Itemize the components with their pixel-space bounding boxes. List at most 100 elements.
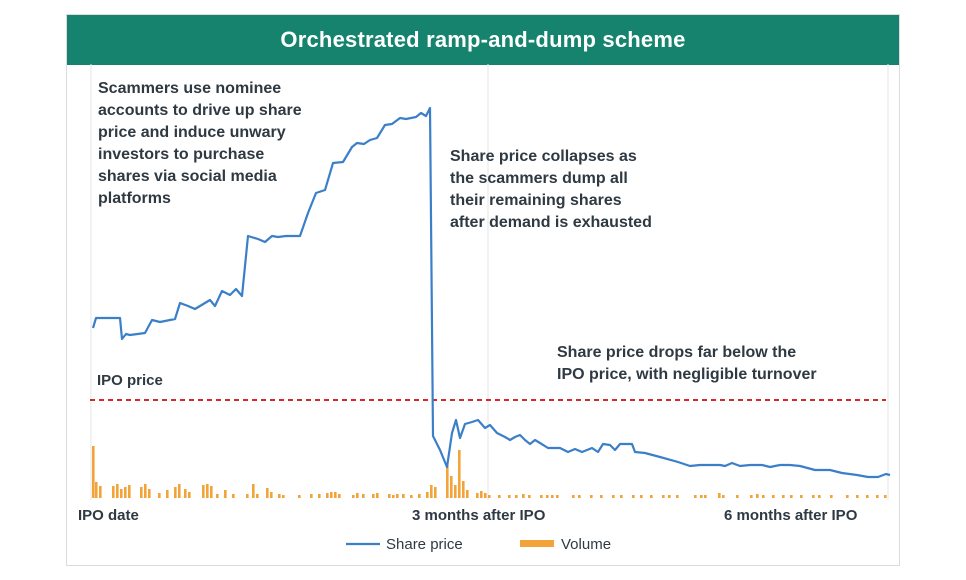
volume-bar <box>818 495 821 498</box>
volume-bar <box>124 487 127 498</box>
x-tick-label: 6 months after IPO <box>724 507 858 524</box>
volume-bar <box>174 487 177 498</box>
volume-bar <box>318 494 321 498</box>
dump-annotation: Share price collapses as the scammers du… <box>450 146 652 234</box>
volume-bar <box>402 494 405 498</box>
volume-bar <box>148 489 151 498</box>
volume-bar <box>856 495 859 498</box>
volume-bar <box>334 492 337 498</box>
annotation-line: Share price drops far below the <box>557 344 797 361</box>
volume-bar <box>650 495 653 498</box>
annotation-line: their remaining shares <box>450 192 622 209</box>
volume-bar <box>256 494 259 498</box>
volume-bar <box>92 446 95 498</box>
volume-bar <box>578 495 581 498</box>
ramp-annotation: Scammers use nominee accounts to drive u… <box>98 78 302 210</box>
volume-bar <box>282 495 285 498</box>
volume-bar <box>556 495 559 498</box>
volume-bar <box>388 494 391 498</box>
volume-bar <box>718 493 721 498</box>
chart-frame: Orchestrated ramp-and-dump scheme <box>66 14 900 566</box>
volume-bar <box>128 485 131 498</box>
volume-bar <box>396 494 399 498</box>
volume-bar <box>372 494 375 498</box>
volume-bar <box>144 484 147 498</box>
annotation-line: Scammers use nominee <box>98 80 282 97</box>
volume-bar <box>376 493 379 498</box>
volume-bar <box>590 495 593 498</box>
volume-bar <box>202 485 205 498</box>
volume-bar <box>476 493 479 498</box>
volume-bar <box>662 495 665 498</box>
volume-bar <box>515 495 518 498</box>
volume-bar <box>178 484 181 498</box>
volume-bar <box>540 495 543 498</box>
volume-bar <box>270 492 273 498</box>
volume-bar <box>484 493 487 498</box>
below-ipo-annotation: Share price drops far below the IPO pric… <box>557 342 817 386</box>
volume-bar <box>434 487 437 498</box>
volume-bar <box>750 495 753 498</box>
volume-bar <box>884 495 887 498</box>
volume-bar <box>722 495 725 498</box>
volume-bar <box>676 495 679 498</box>
volume-bar <box>216 494 219 498</box>
volume-bar <box>184 489 187 498</box>
annotation-line: shares via social media <box>98 168 277 185</box>
volume-bar <box>246 494 249 498</box>
share-price-line <box>91 106 891 479</box>
volume-bar <box>522 494 525 498</box>
volume-bar <box>830 495 833 498</box>
volume-bar <box>410 495 413 498</box>
volume-bar <box>446 464 449 498</box>
volume-bar <box>224 490 227 498</box>
volume-bar <box>278 494 281 498</box>
volume-bar <box>450 476 453 498</box>
volume-bar <box>112 486 115 498</box>
volume-bar <box>140 487 143 498</box>
volume-bar <box>466 490 469 498</box>
volume-bar <box>546 495 549 498</box>
volume-bar <box>812 495 815 498</box>
annotation-line: Share price collapses as <box>450 148 637 165</box>
volume-bar <box>782 495 785 498</box>
annotation-line: platforms <box>98 190 171 207</box>
x-tick-label: 3 months after IPO <box>412 507 546 524</box>
volume-bar <box>762 495 765 498</box>
volume-bar <box>426 492 429 498</box>
annotation-line: investors to purchase <box>98 146 265 163</box>
annotation-line: accounts to drive up share <box>98 102 302 119</box>
volume-bar <box>310 494 313 498</box>
volume-bar <box>458 450 461 498</box>
volume-bar <box>640 495 643 498</box>
volume-bar <box>498 495 501 498</box>
volume-bar <box>612 495 615 498</box>
volume-bar <box>326 493 329 498</box>
volume-bar <box>210 486 213 498</box>
volume-bar <box>206 484 209 498</box>
volume-bar <box>704 495 707 498</box>
volume-bar <box>158 493 161 498</box>
volume-bar <box>352 495 355 498</box>
volume-bar <box>756 494 759 498</box>
chart-header: Orchestrated ramp-and-dump scheme <box>67 15 899 65</box>
legend-bar-swatch <box>520 540 554 547</box>
volume-bar <box>480 491 483 498</box>
volume-bar <box>362 494 365 498</box>
volume-bar <box>266 488 269 498</box>
ipo-price-label: IPO price <box>97 372 163 389</box>
volume-bar <box>600 495 603 498</box>
volume-bar <box>95 482 98 498</box>
volume-bar <box>298 495 301 498</box>
volume-bars <box>92 446 887 498</box>
volume-bar <box>430 485 433 498</box>
volume-bar <box>188 492 191 498</box>
volume-bar <box>508 495 511 498</box>
volume-bar <box>252 484 255 498</box>
volume-bar <box>528 495 531 498</box>
volume-bar <box>668 495 671 498</box>
volume-bar <box>462 481 465 498</box>
volume-bar <box>876 495 879 498</box>
volume-bar <box>790 495 793 498</box>
